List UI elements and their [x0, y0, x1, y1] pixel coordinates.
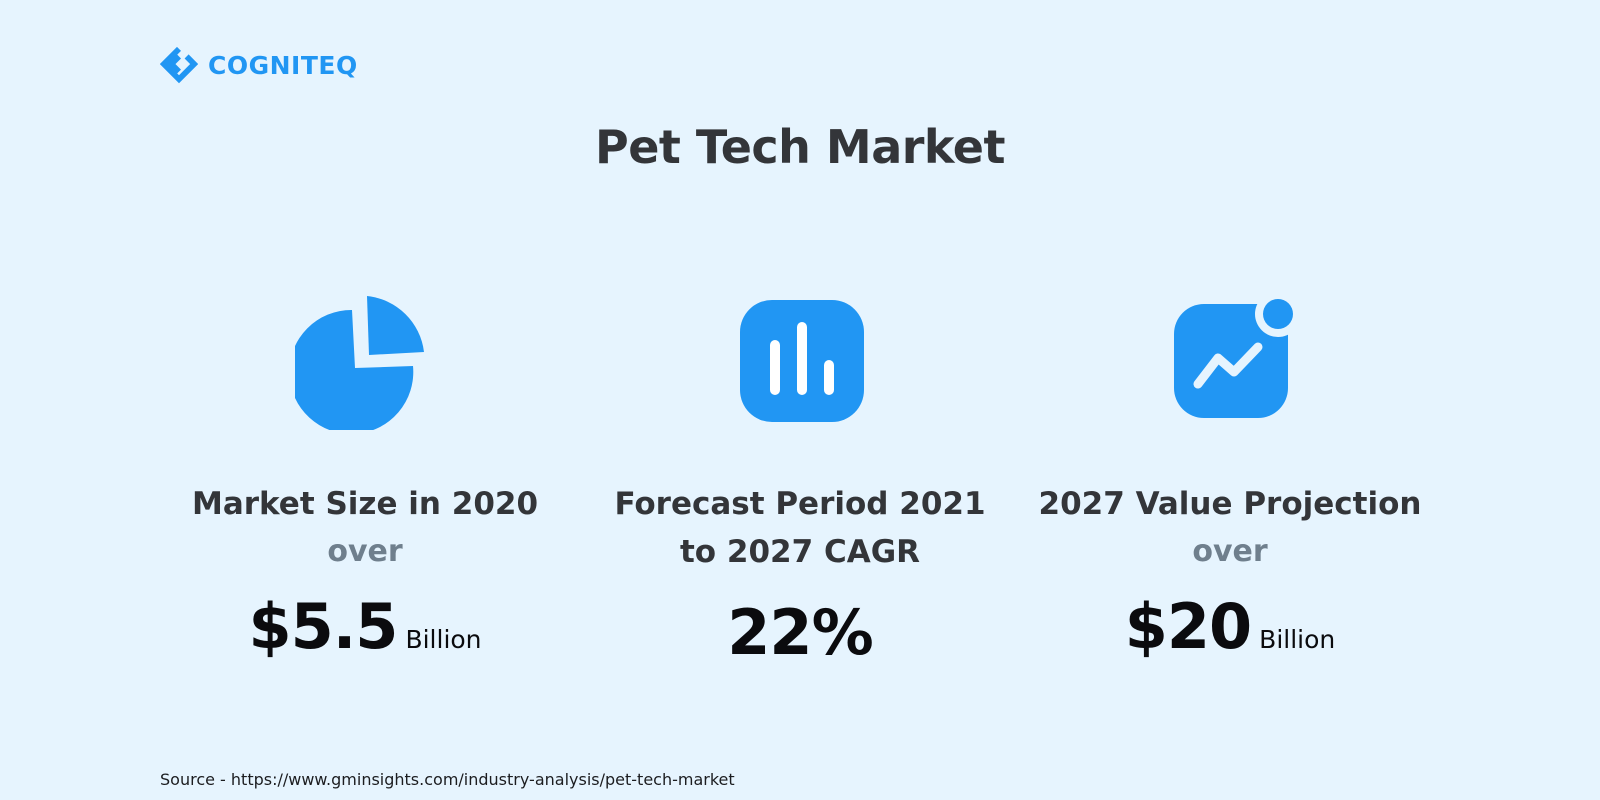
source-citation: Source - https://www.gminsights.com/indu…	[160, 770, 735, 789]
value-unit: Billion	[1259, 625, 1336, 654]
stat-label: Forecast Period 2021 to 2027 CAGR	[570, 480, 1030, 576]
stat-market-size: Market Size in 2020 over $5.5 Billion	[135, 290, 595, 658]
stat-label-line: to 2027 CAGR	[679, 534, 921, 570]
stat-value: $5.5 Billion	[135, 596, 595, 658]
pie-chart-icon	[295, 290, 435, 430]
value-number: $5.5	[248, 590, 398, 663]
value-unit: Billion	[405, 625, 482, 654]
stat-qualifier: over	[1192, 534, 1268, 569]
trend-chart-notification-icon	[1160, 290, 1300, 430]
stat-label-line: Forecast Period 2021	[614, 486, 986, 522]
bar-chart-icon	[730, 290, 870, 430]
stat-value: 22%	[570, 602, 1030, 664]
cogniteq-logo-icon	[160, 46, 198, 84]
brand-name: COGNITEQ	[208, 50, 358, 80]
stat-label: Market Size in 2020 over	[135, 480, 595, 576]
stat-qualifier: over	[327, 534, 403, 569]
page-title: Pet Tech Market	[595, 120, 1005, 174]
stat-label: 2027 Value Projection over	[1000, 480, 1460, 576]
stat-value-projection: 2027 Value Projection over $20 Billion	[1000, 290, 1460, 658]
value-number: 22%	[727, 596, 873, 669]
brand-logo: COGNITEQ	[160, 46, 358, 84]
stat-label-line: Market Size in 2020	[191, 486, 539, 522]
stat-forecast-cagr: Forecast Period 2021 to 2027 CAGR 22%	[570, 290, 1030, 664]
value-number: $20	[1124, 590, 1252, 663]
stat-label-line: 2027 Value Projection	[1038, 486, 1422, 522]
stat-value: $20 Billion	[1000, 596, 1460, 658]
